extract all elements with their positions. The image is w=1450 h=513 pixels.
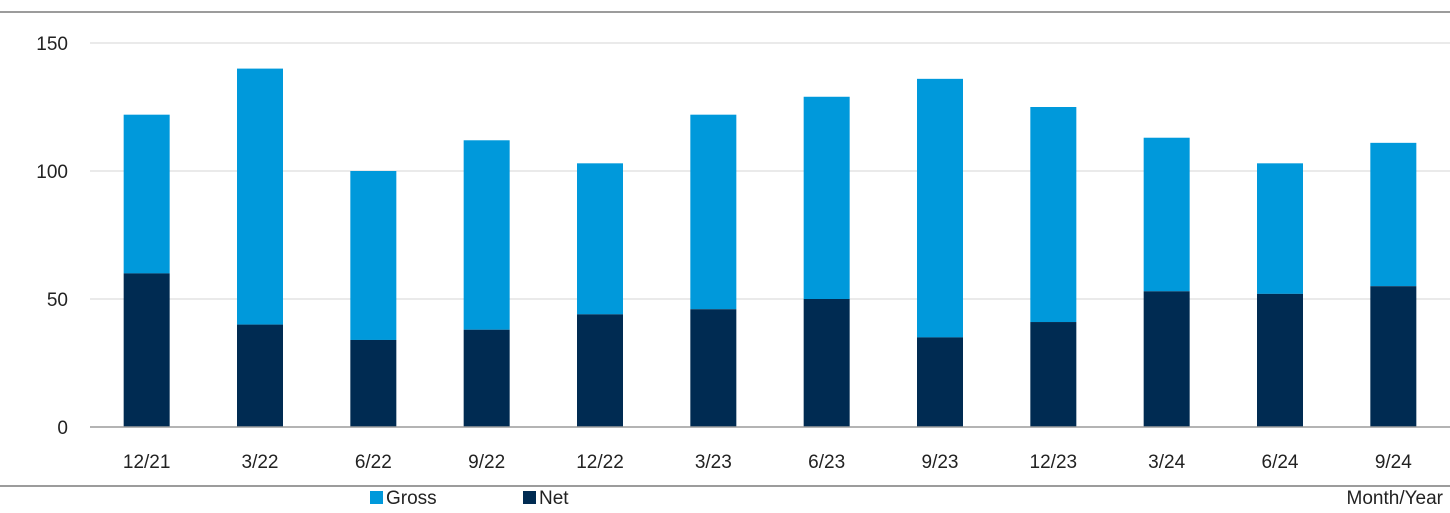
legend-label: Net <box>539 488 569 508</box>
bar-gross <box>463 140 510 330</box>
bar-net <box>577 314 623 427</box>
y-tick-label: 100 <box>36 162 68 183</box>
x-tick-label: 9/24 <box>1375 452 1412 473</box>
bar-net <box>803 299 850 427</box>
x-tick-label: 6/22 <box>355 452 392 473</box>
bar-net <box>1370 286 1417 427</box>
bar-gross <box>123 114 170 274</box>
bar-net <box>463 329 510 427</box>
bar-net <box>350 339 397 427</box>
bar-net <box>237 324 283 427</box>
x-tick-label: 9/23 <box>922 452 959 473</box>
x-tick-label: 3/22 <box>242 452 279 473</box>
legend-swatch <box>370 491 383 504</box>
bar-gross <box>690 114 737 310</box>
bar-net <box>123 273 170 427</box>
bar-gross <box>1257 163 1303 294</box>
bar-net <box>1257 293 1303 427</box>
bar-gross <box>1030 107 1077 323</box>
x-axis-title: Month/Year <box>1347 488 1444 508</box>
x-tick-label: 3/23 <box>695 452 732 473</box>
y-tick-label: 0 <box>57 418 68 439</box>
legend-swatch <box>523 491 536 504</box>
x-tick-label: 12/21 <box>123 452 171 473</box>
legend-label: Gross <box>386 488 437 508</box>
bar-gross <box>1370 142 1417 287</box>
bar-gross <box>350 171 397 340</box>
bar-net <box>690 309 737 427</box>
bar-net <box>1030 322 1077 427</box>
y-tick-label: 150 <box>36 34 68 55</box>
x-tick-label: 12/22 <box>576 452 624 473</box>
x-tick-label: 6/24 <box>1262 452 1299 473</box>
bar-gross <box>577 163 623 315</box>
x-tick-label: 12/23 <box>1030 452 1078 473</box>
bar-gross <box>917 78 963 338</box>
x-tick-label: 9/22 <box>468 452 505 473</box>
bar-net <box>917 337 963 427</box>
bar-gross <box>237 68 283 325</box>
bar-net <box>1143 291 1190 427</box>
bar-gross <box>803 96 850 299</box>
x-tick-label: 6/23 <box>808 452 845 473</box>
y-tick-label: 50 <box>47 290 68 311</box>
x-tick-label: 3/24 <box>1148 452 1185 473</box>
bar-gross <box>1143 137 1190 292</box>
